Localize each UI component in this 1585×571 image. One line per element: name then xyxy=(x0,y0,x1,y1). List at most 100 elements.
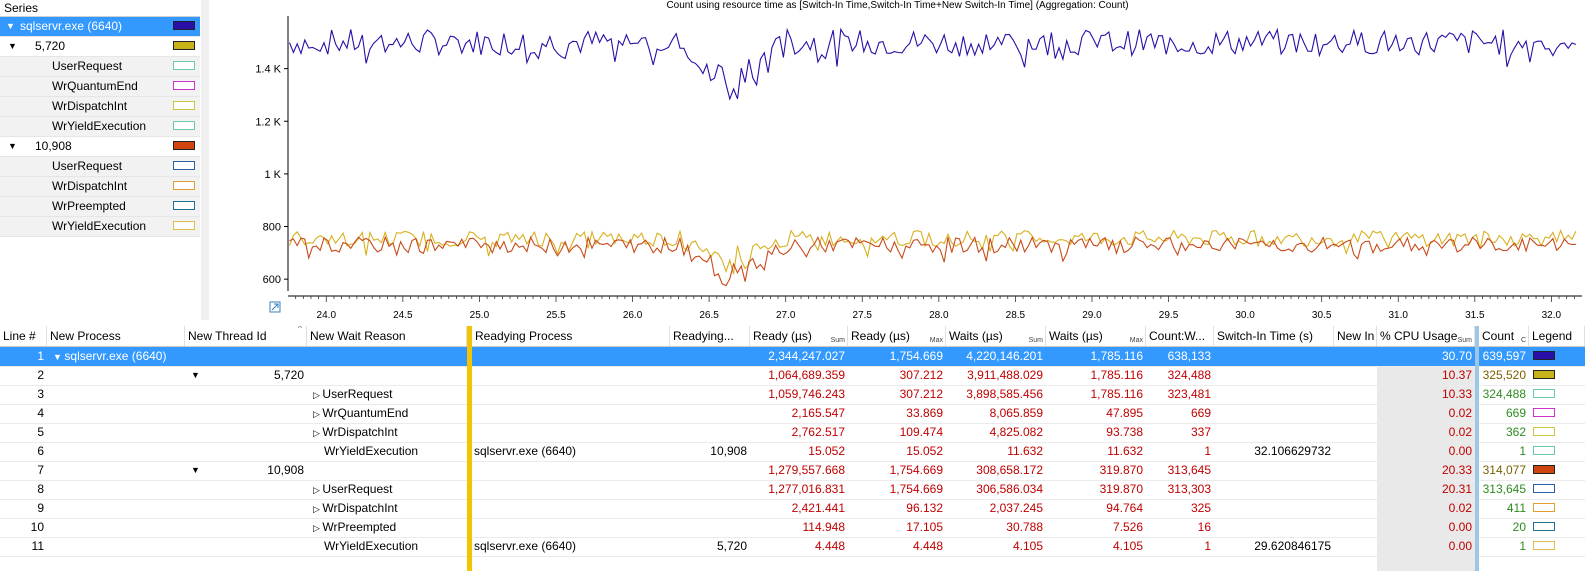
column-header[interactable]: New In xyxy=(1334,326,1377,346)
cell-value: 1,754.669 xyxy=(889,482,943,496)
table-row[interactable]: 1 ▼ sqlservr.exe (6640) 2,344,247.027 1,754… xyxy=(0,347,1585,367)
series-color-swatch[interactable] xyxy=(173,161,195,170)
cell-ready-max: 1,754.669 xyxy=(848,461,946,480)
series-color-swatch[interactable] xyxy=(173,81,195,90)
column-header[interactable]: Ready (µs) Sum xyxy=(750,326,848,346)
legend-swatch[interactable] xyxy=(1533,408,1555,417)
legend-swatch[interactable] xyxy=(1533,541,1555,550)
series-item[interactable]: WrYieldExecution xyxy=(0,117,200,137)
series-item[interactable]: WrYieldExecution xyxy=(0,217,200,237)
cell-value: 0.00 xyxy=(1448,444,1472,458)
count-value: 639,597 xyxy=(1482,349,1526,363)
series-color-swatch[interactable] xyxy=(173,201,195,210)
table-row[interactable]: 6 WrYieldExecution sqlservr.exe (6640) 10,9… xyxy=(0,442,1585,462)
expand-toggle-icon[interactable]: ▷ xyxy=(313,390,323,400)
column-header[interactable]: % CPU Usage Sum xyxy=(1377,326,1475,346)
series-item[interactable]: UserRequest xyxy=(0,157,200,177)
cell-value: 17.105 xyxy=(906,520,943,534)
legend-swatch[interactable] xyxy=(1533,427,1555,436)
expand-toggle-icon[interactable]: ▷ xyxy=(313,523,323,533)
expand-toggle-icon[interactable]: ▼ xyxy=(53,352,65,362)
chart-area: 600 800 1 K 1.2 K 1.4 K 24.0 24.5 25.0 25.5 26.0 2… xyxy=(210,0,1585,322)
legend-swatch[interactable] xyxy=(1533,351,1555,360)
series-item[interactable]: UserRequest xyxy=(0,57,200,77)
legend-swatch[interactable] xyxy=(1533,503,1555,512)
series-color-swatch[interactable] xyxy=(173,121,195,130)
series-item-label: 10,908 xyxy=(35,139,72,153)
cell-count: 411 xyxy=(1479,499,1529,518)
column-header[interactable]: New Thread Id ˄ xyxy=(185,326,307,346)
table-row[interactable]: 3 ▷ UserRequest 1,059,746.243 307.212 3,898,… xyxy=(0,385,1585,405)
expand-toggle-icon[interactable]: ▼ xyxy=(191,370,200,380)
series-item[interactable]: ▼ 10,908 xyxy=(0,137,200,157)
series-color-swatch[interactable] xyxy=(173,101,195,110)
cell-value: 1 xyxy=(1204,444,1211,458)
graphing-divider[interactable] xyxy=(1475,326,1479,571)
legend-swatch[interactable] xyxy=(1533,446,1555,455)
series-color-swatch[interactable] xyxy=(173,41,195,50)
cell-readying xyxy=(670,404,750,423)
cell-value: 29.620846175 xyxy=(1254,539,1331,553)
column-header[interactable]: Line # xyxy=(0,326,47,346)
line-chart[interactable]: 600 800 1 K 1.2 K 1.4 K 24.0 24.5 25.0 25.5 26.0 2… xyxy=(210,0,1585,322)
column-header[interactable]: New Wait Reason xyxy=(307,326,467,346)
cell-value: 0.02 xyxy=(1448,501,1472,515)
sort-icon[interactable]: ˄ xyxy=(297,326,302,331)
legend-swatch[interactable] xyxy=(1533,370,1555,379)
grouping-divider[interactable] xyxy=(467,326,472,571)
table-row[interactable]: 11 WrYieldExecution sqlservr.exe (6640) 5,7… xyxy=(0,537,1585,557)
expand-toggle-icon[interactable]: ▷ xyxy=(313,428,323,438)
x-tick-label: 30.5 xyxy=(1312,310,1332,321)
cell-legend xyxy=(1529,366,1585,385)
column-header[interactable]: New Process xyxy=(47,326,185,346)
table-row[interactable]: 9 ▷ WrDispatchInt 2,421.441 96.132 2,037.245… xyxy=(0,499,1585,519)
series-item[interactable]: WrQuantumEnd xyxy=(0,77,200,97)
legend-swatch[interactable] xyxy=(1533,465,1555,474)
column-header[interactable]: Switch-In Time (s) xyxy=(1214,326,1334,346)
expand-toggle-icon[interactable]: ▷ xyxy=(313,409,323,419)
column-header[interactable]: Readying... xyxy=(670,326,750,346)
table-row[interactable]: 7 ▼ 10,908 1,279,557.668 1,754.669 308,658.17… xyxy=(0,461,1585,481)
count-value: 20 xyxy=(1512,520,1526,534)
column-aggregation-label: C xyxy=(1520,337,1526,344)
series-color-swatch[interactable] xyxy=(173,21,195,30)
count-value: 313,645 xyxy=(1482,482,1526,496)
legend-swatch[interactable] xyxy=(1533,389,1555,398)
column-header[interactable]: Readying Process xyxy=(472,326,670,346)
table-row[interactable]: 4 ▷ WrQuantumEnd 2,165.547 33.869 8,065.859 4… xyxy=(0,404,1585,424)
column-header[interactable]: Waits (µs) Max xyxy=(1046,326,1146,346)
cell-legend xyxy=(1529,461,1585,480)
splitter[interactable] xyxy=(201,0,209,320)
series-item[interactable]: WrDispatchInt xyxy=(0,177,200,197)
expand-toggle-icon[interactable]: ▼ xyxy=(6,21,15,31)
legend-swatch[interactable] xyxy=(1533,484,1555,493)
series-item[interactable]: WrDispatchInt xyxy=(0,97,200,117)
series-color-swatch[interactable] xyxy=(173,181,195,190)
column-header[interactable]: Ready (µs) Max xyxy=(848,326,946,346)
series-color-swatch[interactable] xyxy=(173,221,195,230)
expand-toggle-icon[interactable]: ▼ xyxy=(8,141,17,151)
expand-toggle-icon[interactable]: ▼ xyxy=(191,465,200,475)
table-row[interactable]: 2 ▼ 5,720 1,064,689.359 307.212 3,911,488.029… xyxy=(0,366,1585,386)
column-header[interactable]: Waits (µs) Sum xyxy=(946,326,1046,346)
column-header[interactable]: Count C xyxy=(1479,326,1529,346)
cell-reason: ▷ WrDispatchInt xyxy=(307,423,467,442)
series-item[interactable]: ▼ 5,720 xyxy=(0,37,200,57)
expand-toggle-icon[interactable]: ▼ xyxy=(8,41,17,51)
cell-value: 2,762.517 xyxy=(791,425,845,439)
expand-toggle-icon[interactable]: ▷ xyxy=(313,485,323,495)
series-item[interactable]: WrPreempted xyxy=(0,197,200,217)
cell-switch-in xyxy=(1214,499,1334,518)
column-header[interactable]: Legend xyxy=(1529,326,1585,346)
series-color-swatch[interactable] xyxy=(173,141,195,150)
cell-readying: 5,720 xyxy=(670,537,750,556)
series-color-swatch[interactable] xyxy=(173,61,195,70)
legend-swatch[interactable] xyxy=(1533,522,1555,531)
table-row[interactable]: 10 ▷ WrPreempted 114.948 17.105 30.788 7.526 1… xyxy=(0,518,1585,538)
table-row[interactable]: 8 ▷ UserRequest 1,277,016.831 1,754.669 306,… xyxy=(0,480,1585,500)
expand-toggle-icon[interactable]: ▷ xyxy=(313,504,323,514)
table-row[interactable]: 5 ▷ WrDispatchInt 2,762.517 109.474 4,825.08… xyxy=(0,423,1585,443)
series-item[interactable]: ▼ sqlservr.exe (6640) xyxy=(0,17,200,37)
cell-value: 20.33 xyxy=(1441,463,1472,477)
column-header[interactable]: Count:W... xyxy=(1146,326,1214,346)
